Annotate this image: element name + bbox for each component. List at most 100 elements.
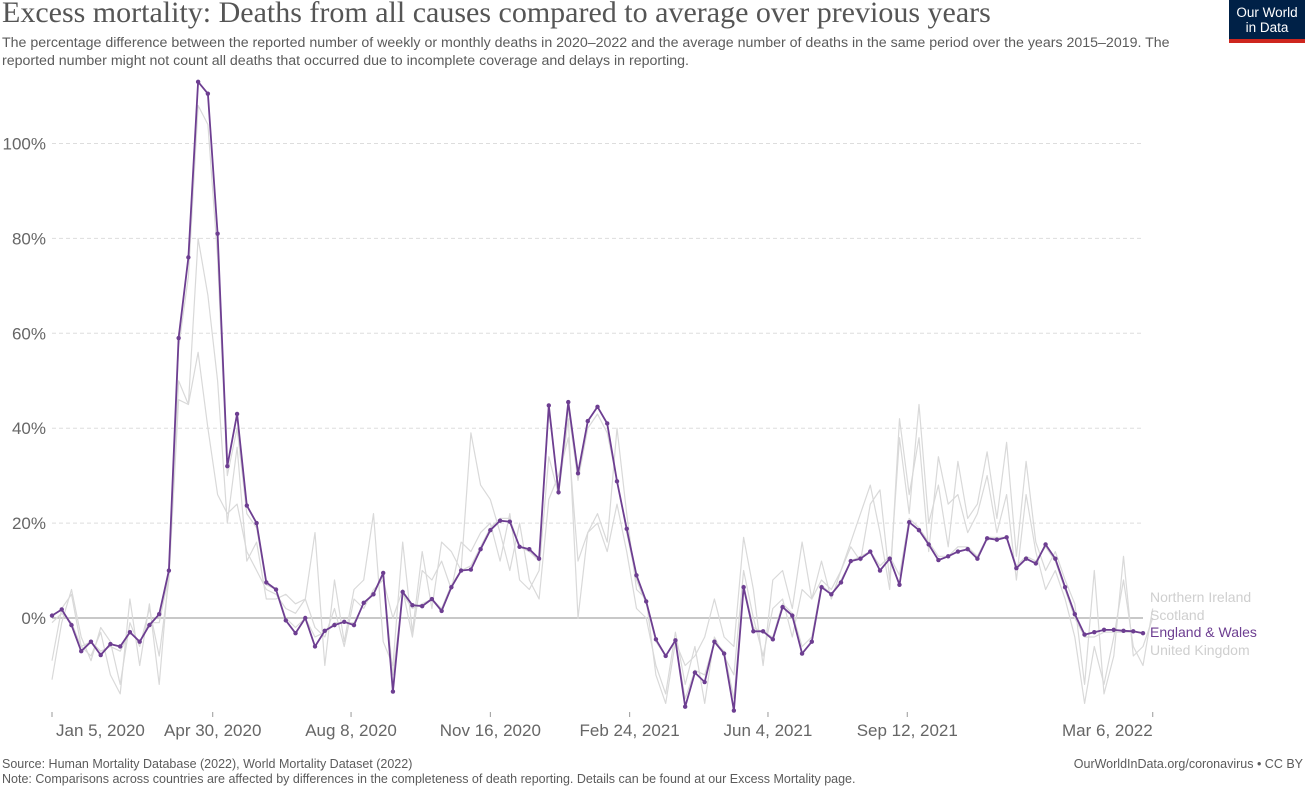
x-tick-label: Mar 6, 2022	[1062, 721, 1153, 740]
y-tick-label: 100%	[3, 135, 46, 154]
y-tick-label: 80%	[12, 229, 46, 248]
data-point	[156, 612, 162, 617]
data-point	[1004, 535, 1009, 540]
data-point	[361, 600, 366, 606]
data-point	[205, 91, 211, 96]
data-point	[98, 652, 103, 658]
data-point	[1053, 556, 1058, 561]
data-point	[907, 519, 912, 525]
data-point	[673, 638, 678, 643]
data-point	[1072, 612, 1078, 617]
data-point	[1014, 565, 1019, 571]
data-point	[439, 608, 444, 614]
data-point	[887, 556, 892, 561]
series-line-scotland	[51, 351, 1154, 705]
data-point	[634, 573, 639, 578]
data-point	[449, 584, 454, 590]
owid-logo[interactable]: Our World in Data	[1229, 0, 1305, 43]
data-point	[517, 544, 522, 550]
data-point	[663, 653, 668, 659]
series-lines	[49, 79, 1154, 713]
x-axis: Jan 5, 2020 Apr 30, 2020 Aug 8, 2020 Nov 16…	[51, 712, 1154, 740]
chart-subtitle: The percentage difference between the re…	[2, 35, 1170, 69]
data-point	[371, 592, 376, 597]
data-point	[186, 255, 191, 260]
data-point	[955, 549, 961, 554]
y-tick-label: 0%	[21, 609, 46, 628]
data-point	[108, 641, 113, 647]
series-line-northern-ireland	[51, 237, 1154, 705]
data-point	[312, 644, 318, 649]
data-point	[419, 603, 425, 609]
data-point	[838, 580, 844, 585]
data-point	[1082, 632, 1087, 637]
data-point	[254, 520, 259, 526]
data-point	[195, 79, 201, 85]
data-point	[624, 526, 629, 531]
data-point	[751, 629, 756, 634]
data-point	[536, 556, 542, 561]
data-point	[215, 231, 220, 236]
data-point	[1062, 584, 1068, 590]
data-point	[1131, 629, 1136, 634]
data-point	[614, 479, 620, 484]
data-point	[682, 704, 688, 709]
legend-entry[interactable]: Northern Ireland	[1150, 589, 1251, 605]
data-point	[741, 584, 746, 590]
data-point	[79, 649, 84, 654]
data-point	[1111, 627, 1116, 633]
data-point	[49, 613, 55, 618]
data-point	[760, 629, 766, 634]
y-tick-label: 60%	[12, 324, 46, 343]
data-point	[497, 518, 503, 523]
data-point	[731, 708, 737, 713]
data-point	[351, 622, 357, 628]
footer-credit[interactable]: OurWorldInData.org/coronavirus • CC BY	[1073, 757, 1303, 771]
data-point	[877, 568, 883, 573]
data-point	[819, 584, 824, 590]
data-point	[575, 471, 581, 476]
footer-note: Note: Comparisons across countries are a…	[2, 772, 856, 786]
data-point	[916, 528, 922, 533]
data-point	[546, 403, 551, 408]
data-point	[945, 554, 951, 559]
data-point	[848, 558, 853, 564]
data-point	[390, 689, 396, 694]
legend-entry[interactable]: England & Wales	[1150, 624, 1257, 640]
data-point	[1043, 542, 1048, 547]
x-tick-label: Jan 5, 2020	[56, 721, 145, 740]
legend-entry[interactable]: United Kingdom	[1150, 642, 1250, 658]
data-point	[429, 596, 435, 602]
data-point	[127, 630, 133, 635]
legend-entry[interactable]: Scotland	[1150, 607, 1204, 623]
data-point	[1023, 556, 1029, 561]
gridlines	[52, 143, 1143, 619]
data-point	[566, 399, 571, 405]
data-point	[225, 463, 230, 469]
data-point	[1033, 561, 1039, 566]
data-point	[293, 630, 298, 636]
series-line-united-kingdom	[51, 104, 1143, 700]
data-point	[868, 549, 873, 554]
data-point	[273, 587, 279, 592]
data-point	[721, 651, 727, 656]
y-axis-ticks: 0% 20% 40% 60% 80% 100%	[3, 135, 46, 629]
x-tick-label: Feb 24, 2021	[580, 721, 680, 740]
data-point	[342, 619, 347, 624]
data-point	[1092, 630, 1097, 635]
chart-title: Excess mortality: Deaths from all causes…	[2, 0, 991, 29]
y-tick-label: 40%	[12, 419, 46, 438]
x-tick-label: Aug 8, 2020	[305, 721, 397, 740]
data-point	[59, 607, 64, 612]
data-point	[147, 622, 152, 628]
data-point	[117, 644, 123, 649]
data-point	[984, 536, 990, 541]
data-point	[137, 639, 142, 644]
data-point	[527, 546, 532, 552]
data-point	[809, 639, 815, 644]
data-point	[234, 411, 240, 417]
data-point	[585, 418, 590, 424]
data-point	[468, 567, 474, 572]
